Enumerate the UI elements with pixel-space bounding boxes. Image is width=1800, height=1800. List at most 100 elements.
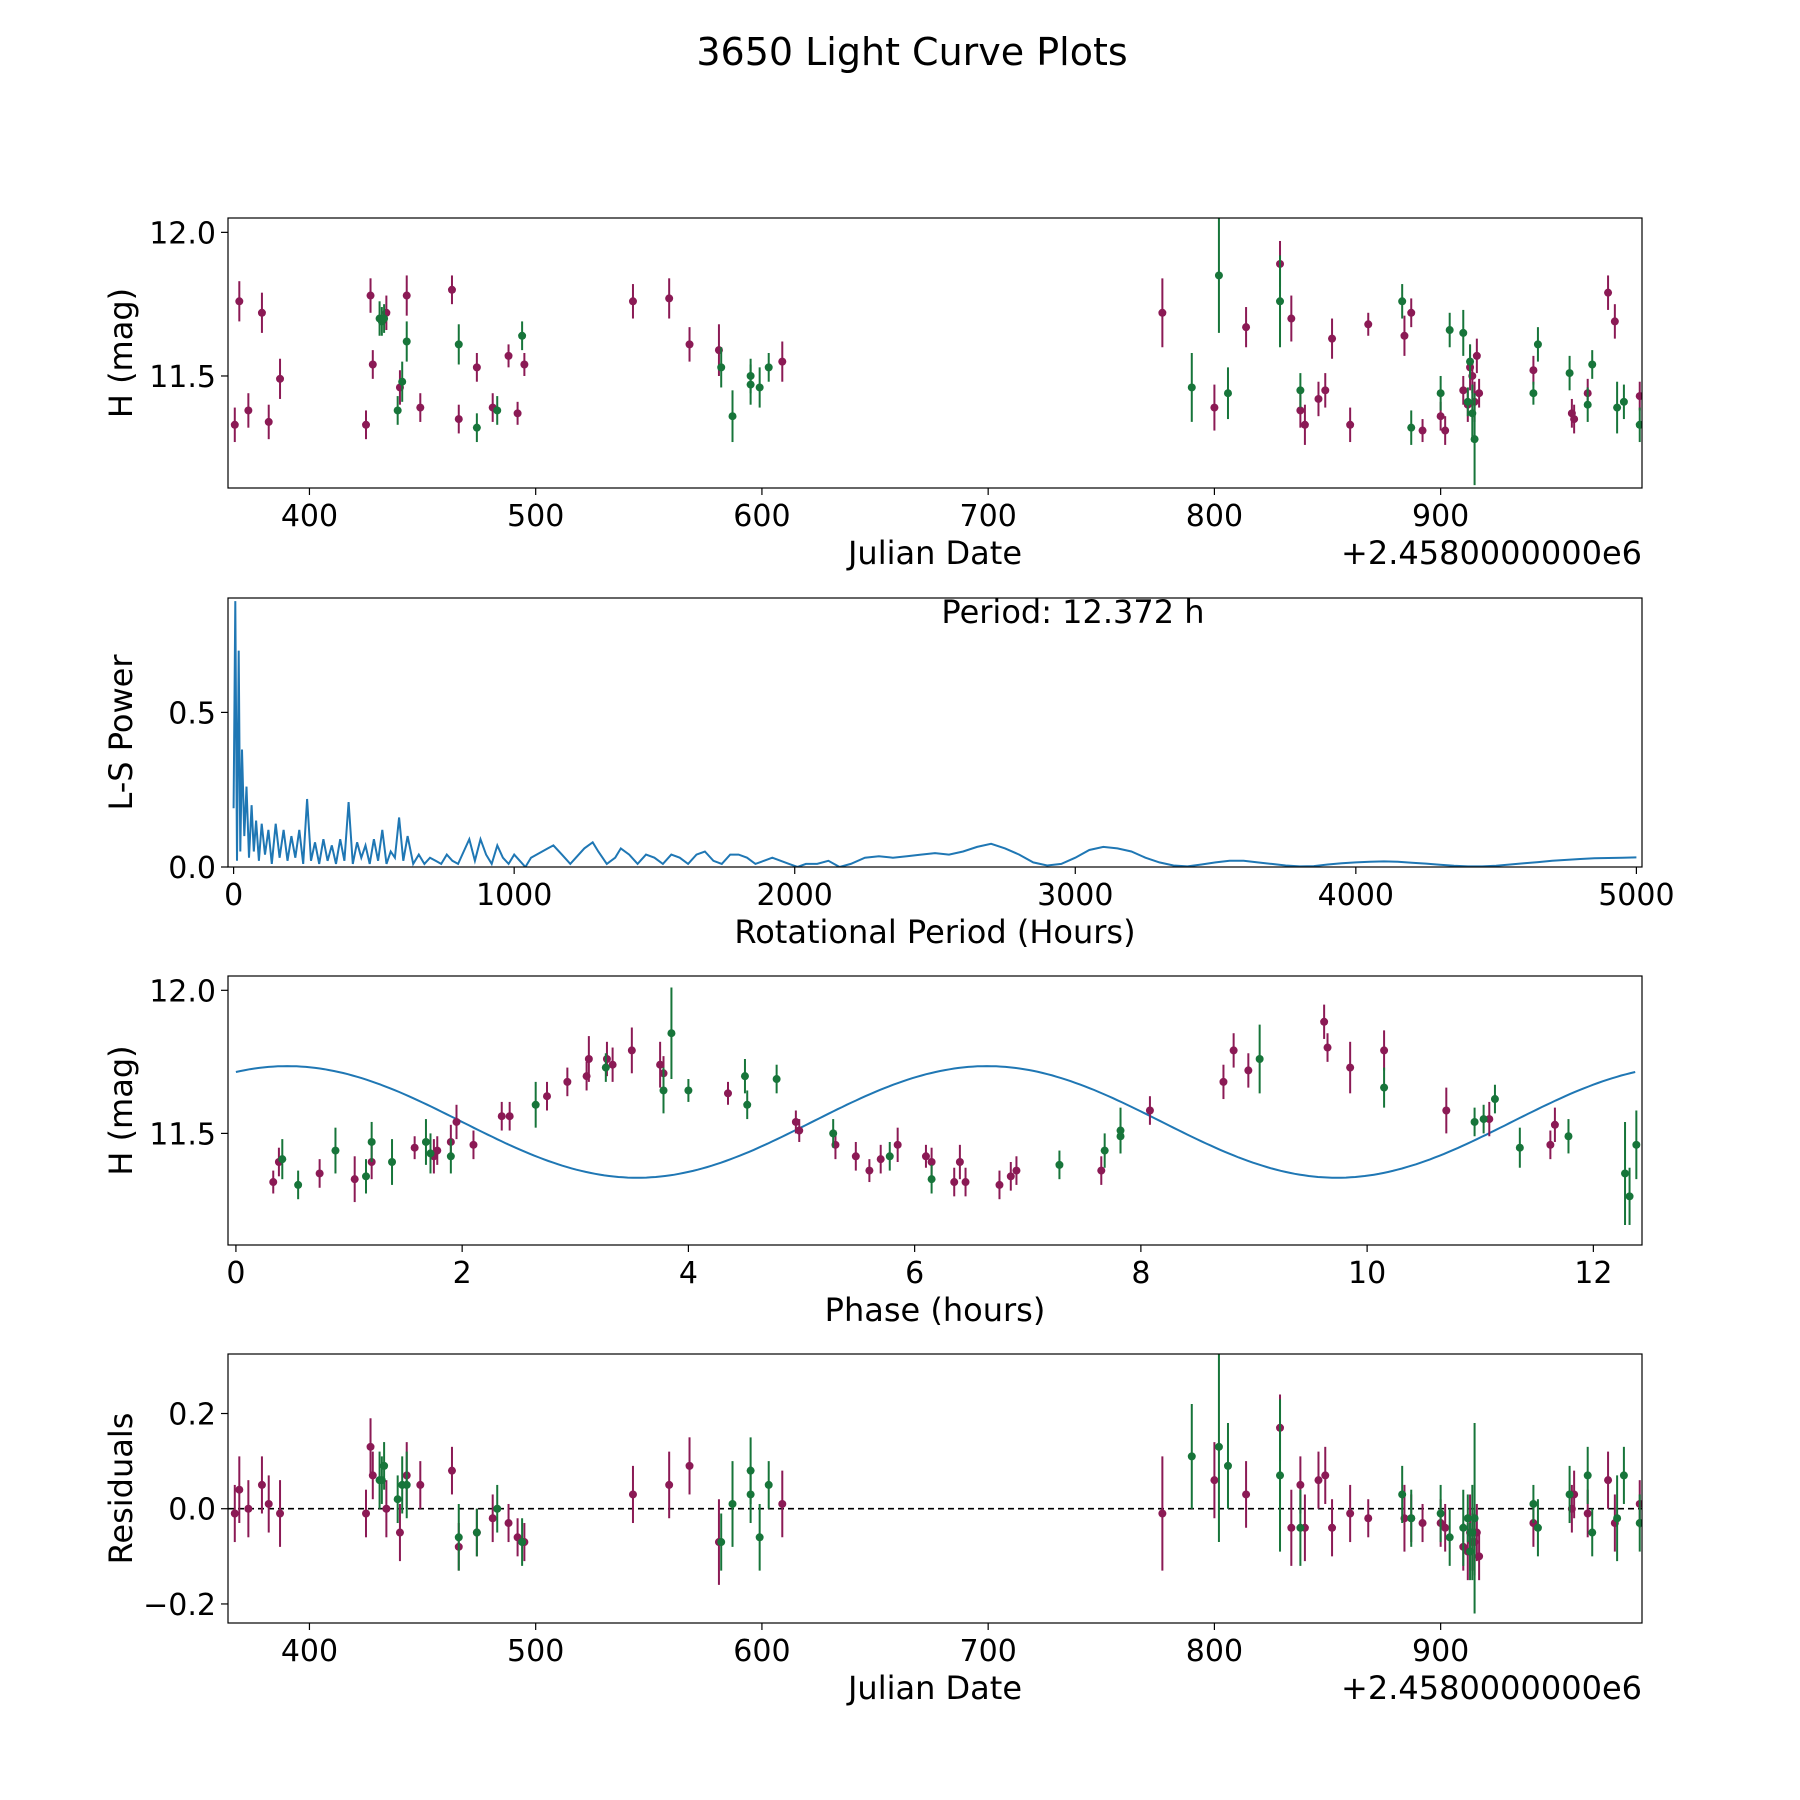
x-tick-label: 400 xyxy=(281,1634,338,1669)
purple-data-point xyxy=(488,1514,497,1523)
green-data-point xyxy=(493,1504,502,1513)
green-data-point xyxy=(743,1100,752,1109)
purple-data-point xyxy=(1459,386,1468,395)
axes-frame xyxy=(227,597,1643,868)
green-data-point xyxy=(1529,1499,1538,1508)
purple-data-point xyxy=(1158,1509,1167,1518)
purple-data-point xyxy=(1604,288,1613,297)
purple-data-point xyxy=(542,1092,551,1101)
purple-data-point xyxy=(1550,1120,1559,1129)
purple-data-point xyxy=(1475,389,1484,398)
purple-data-point xyxy=(433,1146,442,1155)
axes-frame xyxy=(227,975,1643,1246)
purple-data-point xyxy=(1219,1077,1228,1086)
purple-data-point xyxy=(795,1126,804,1135)
purple-data-point xyxy=(1346,420,1355,429)
purple-data-point xyxy=(447,1466,456,1475)
purple-data-point xyxy=(865,1166,874,1175)
purple-data-point xyxy=(1229,1046,1238,1055)
purple-data-point xyxy=(230,420,239,429)
green-data-point xyxy=(601,1063,610,1072)
purple-data-point xyxy=(366,1442,375,1451)
purple-data-point xyxy=(230,1509,239,1518)
purple-data-point xyxy=(1328,334,1337,343)
green-data-point xyxy=(772,1075,781,1084)
y-axis-label: H (mag) xyxy=(102,1045,140,1175)
green-data-point xyxy=(472,1528,481,1537)
green-data-point xyxy=(1515,1143,1524,1152)
x-tick-label: 500 xyxy=(507,499,564,534)
x-tick-label: 800 xyxy=(1186,499,1243,534)
axes-frame xyxy=(227,1353,1643,1624)
purple-data-point xyxy=(1407,308,1416,317)
x-tick-label: 0 xyxy=(224,878,243,913)
green-data-point xyxy=(1479,1115,1488,1124)
green-data-point xyxy=(1490,1095,1499,1104)
green-data-point xyxy=(746,1490,755,1499)
green-data-point xyxy=(1583,400,1592,409)
purple-data-point xyxy=(257,308,266,317)
green-data-point xyxy=(1619,1471,1628,1480)
purple-data-point xyxy=(244,406,253,415)
green-data-point xyxy=(717,1538,726,1547)
green-data-point xyxy=(1463,397,1472,406)
purple-data-point xyxy=(1314,394,1323,403)
y-tick-label: 12.0 xyxy=(149,974,216,1009)
purple-data-point xyxy=(264,1499,273,1508)
green-data-point xyxy=(1466,357,1475,366)
green-data-point xyxy=(1613,1514,1622,1523)
green-data-point xyxy=(764,1480,773,1489)
green-data-point xyxy=(1436,1509,1445,1518)
green-data-point xyxy=(1533,1523,1542,1532)
green-data-point xyxy=(421,1137,430,1146)
purple-data-point xyxy=(1442,1106,1451,1115)
purple-data-point xyxy=(520,360,529,369)
x-tick-label: 4 xyxy=(679,1256,698,1291)
x-tick-label: 12 xyxy=(1574,1256,1612,1291)
green-data-point xyxy=(1613,403,1622,412)
x-axis-label: Phase (hours) xyxy=(825,1291,1046,1329)
green-data-point xyxy=(367,1137,376,1146)
green-data-point xyxy=(1470,1117,1479,1126)
purple-data-point xyxy=(235,1485,244,1494)
purple-data-point xyxy=(1418,426,1427,435)
purple-data-point xyxy=(1323,1043,1332,1052)
x-tick-label: 8 xyxy=(1131,1256,1150,1291)
purple-data-point xyxy=(276,374,285,383)
green-data-point xyxy=(1529,389,1538,398)
purple-data-point xyxy=(264,417,273,426)
y-tick-label: 11.5 xyxy=(149,1117,216,1152)
axes-frame xyxy=(227,217,1643,489)
green-data-point xyxy=(764,363,773,372)
x-tick-label: 700 xyxy=(960,499,1017,534)
purple-data-point xyxy=(1604,1476,1613,1485)
y-tick-label: 11.5 xyxy=(149,360,216,395)
purple-data-point xyxy=(685,340,694,349)
green-data-point xyxy=(728,1499,737,1508)
purple-data-point xyxy=(1364,1514,1373,1523)
purple-data-point xyxy=(1244,1066,1253,1075)
purple-data-point xyxy=(497,1112,506,1121)
purple-data-point xyxy=(452,1117,461,1126)
y-tick-label: 0.0 xyxy=(168,1493,216,1528)
purple-data-point xyxy=(1380,1046,1389,1055)
green-data-point xyxy=(885,1152,894,1161)
periodogram-line xyxy=(232,601,1637,867)
purple-data-point xyxy=(602,1054,611,1063)
residuals-panel: 400 500 600 700 800 900 −0.2 0.0 0.2 Julian Date R… xyxy=(102,1353,1643,1707)
green-data-point xyxy=(927,1175,936,1184)
purple-data-point xyxy=(1321,386,1330,395)
x-tick-label: 600 xyxy=(733,499,790,534)
purple-data-point xyxy=(1529,366,1538,375)
green-data-point xyxy=(1463,1514,1472,1523)
purple-data-point xyxy=(504,1519,513,1528)
green-data-point xyxy=(398,377,407,386)
green-series xyxy=(375,218,1642,486)
green-data-point xyxy=(1296,386,1305,395)
purple-data-point xyxy=(723,1089,732,1098)
green-data-point xyxy=(1470,1514,1479,1523)
y-axis-label: H (mag) xyxy=(102,288,140,418)
purple-data-point xyxy=(505,1112,514,1121)
purple-data-point xyxy=(366,291,375,300)
